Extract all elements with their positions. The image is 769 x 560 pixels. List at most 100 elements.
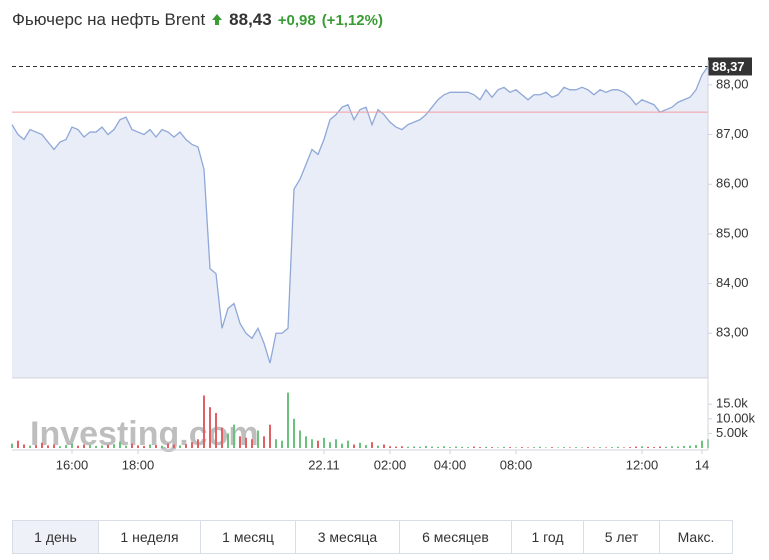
volume-bar xyxy=(89,445,91,448)
volume-bar xyxy=(569,447,571,448)
volume-bar xyxy=(275,439,277,448)
volume-bar xyxy=(149,444,151,448)
instrument-title: Фьючерс на нефть Brent xyxy=(12,10,206,29)
volume-bar xyxy=(449,447,451,448)
chart: 88,37 83,00 84,00 85,00 86,00 87,00 88,00 16:00… xyxy=(11,57,756,472)
plot: 88,37 83,00 84,00 85,00 86,00 87,00 88,00 16:00… xyxy=(11,57,756,472)
volume-bar xyxy=(653,447,655,448)
x-tick-label: 08:00 xyxy=(500,457,533,472)
volume-bar xyxy=(35,445,37,448)
volume-bar xyxy=(125,445,127,448)
volume-bar xyxy=(581,447,583,448)
volume-bar xyxy=(221,427,223,448)
up-arrow xyxy=(212,14,223,25)
volume-bar xyxy=(53,444,55,448)
volume-bar xyxy=(341,443,343,448)
x-tick-label: 04:00 xyxy=(434,457,467,472)
x-tick-label: 14 xyxy=(695,457,709,472)
price: 88,43 xyxy=(229,10,272,29)
volume-bar xyxy=(401,446,403,448)
volume-bar xyxy=(587,447,589,448)
range-tab[interactable]: 6 месяцев xyxy=(399,521,511,553)
volume-bar xyxy=(383,444,385,448)
volume-bar xyxy=(473,446,475,448)
x-tick-label: 02:00 xyxy=(374,457,407,472)
range-tab[interactable]: Макс. xyxy=(659,521,732,553)
x-tick-label: 18:00 xyxy=(122,457,155,472)
volume-bar xyxy=(65,445,67,448)
volume-bar xyxy=(137,445,139,448)
volume-bar xyxy=(203,395,205,448)
volume-bar xyxy=(665,446,667,448)
volume-bar xyxy=(41,442,43,448)
volume-bar xyxy=(245,437,247,448)
volume-bar xyxy=(389,446,391,448)
volume-bar xyxy=(329,442,331,448)
volume-bar xyxy=(623,447,625,448)
range-tab[interactable]: 3 месяца xyxy=(295,521,399,553)
y-tick-label: 15.0k xyxy=(716,396,748,411)
volume-bar xyxy=(47,445,49,448)
volume-bar xyxy=(689,445,691,448)
x-tick-label: 16:00 xyxy=(56,457,89,472)
volume-bar xyxy=(563,447,565,448)
volume-bar xyxy=(491,447,493,448)
volume-bar xyxy=(353,444,355,448)
volume-bar xyxy=(173,444,175,448)
volume-bar xyxy=(539,446,541,448)
volume-bar xyxy=(167,443,169,448)
y-tick-label: 85,00 xyxy=(716,225,749,240)
volume-bar xyxy=(191,442,193,448)
range-tab[interactable]: 5 лет xyxy=(583,521,659,553)
volume-bar xyxy=(455,446,457,448)
volume-bar xyxy=(593,447,595,448)
volume-bar xyxy=(317,440,319,448)
volume-bar xyxy=(599,447,601,448)
volume-bar xyxy=(299,430,301,448)
volume-bar xyxy=(119,441,121,448)
volume-bar xyxy=(77,445,79,448)
volume-bar xyxy=(527,447,529,448)
volume-bar xyxy=(509,447,511,448)
range-tabs: 1 день 1 неделя 1 месяц 3 месяца 6 месяцев 1 … xyxy=(12,520,733,554)
volume-bar xyxy=(71,443,73,448)
volume-bar xyxy=(533,447,535,448)
volume-bar xyxy=(701,440,703,448)
volume-bar xyxy=(23,444,25,448)
volume-bar xyxy=(557,447,559,448)
price-line xyxy=(11,66,709,364)
volume-bar xyxy=(263,436,265,448)
volume-bar xyxy=(431,446,433,448)
range-tab[interactable]: 1 год xyxy=(511,521,583,553)
volume-bar xyxy=(185,444,187,448)
volume-bar xyxy=(659,446,661,448)
volume-bar xyxy=(143,445,145,448)
range-tab[interactable]: 1 день xyxy=(13,521,98,553)
volume-bar xyxy=(671,446,673,448)
volume-bar xyxy=(179,445,181,448)
volume-bar xyxy=(467,447,469,448)
volume-bar xyxy=(437,446,439,448)
range-tab[interactable]: 1 неделя xyxy=(98,521,200,553)
volume-bar xyxy=(377,445,379,448)
volume-bar xyxy=(515,447,517,448)
volume-bar xyxy=(419,446,421,448)
volume-bar xyxy=(11,443,13,448)
volume-bar xyxy=(107,444,109,448)
change-pct: (+1,12%) xyxy=(321,12,383,29)
volume-bar xyxy=(95,445,97,448)
volume-bar xyxy=(197,439,199,448)
volume-bar xyxy=(641,446,643,448)
volume-bar xyxy=(83,444,85,448)
volume-bar xyxy=(209,407,211,448)
volume-bar xyxy=(287,392,289,448)
volume-bar xyxy=(251,439,253,448)
volume-bar xyxy=(323,437,325,448)
volume-bar xyxy=(635,446,637,448)
volume-bar xyxy=(407,446,409,448)
price-area xyxy=(12,66,708,378)
y-tick-label: 84,00 xyxy=(716,275,749,290)
volume-bar xyxy=(395,446,397,448)
range-tab[interactable]: 1 месяц xyxy=(200,521,295,553)
